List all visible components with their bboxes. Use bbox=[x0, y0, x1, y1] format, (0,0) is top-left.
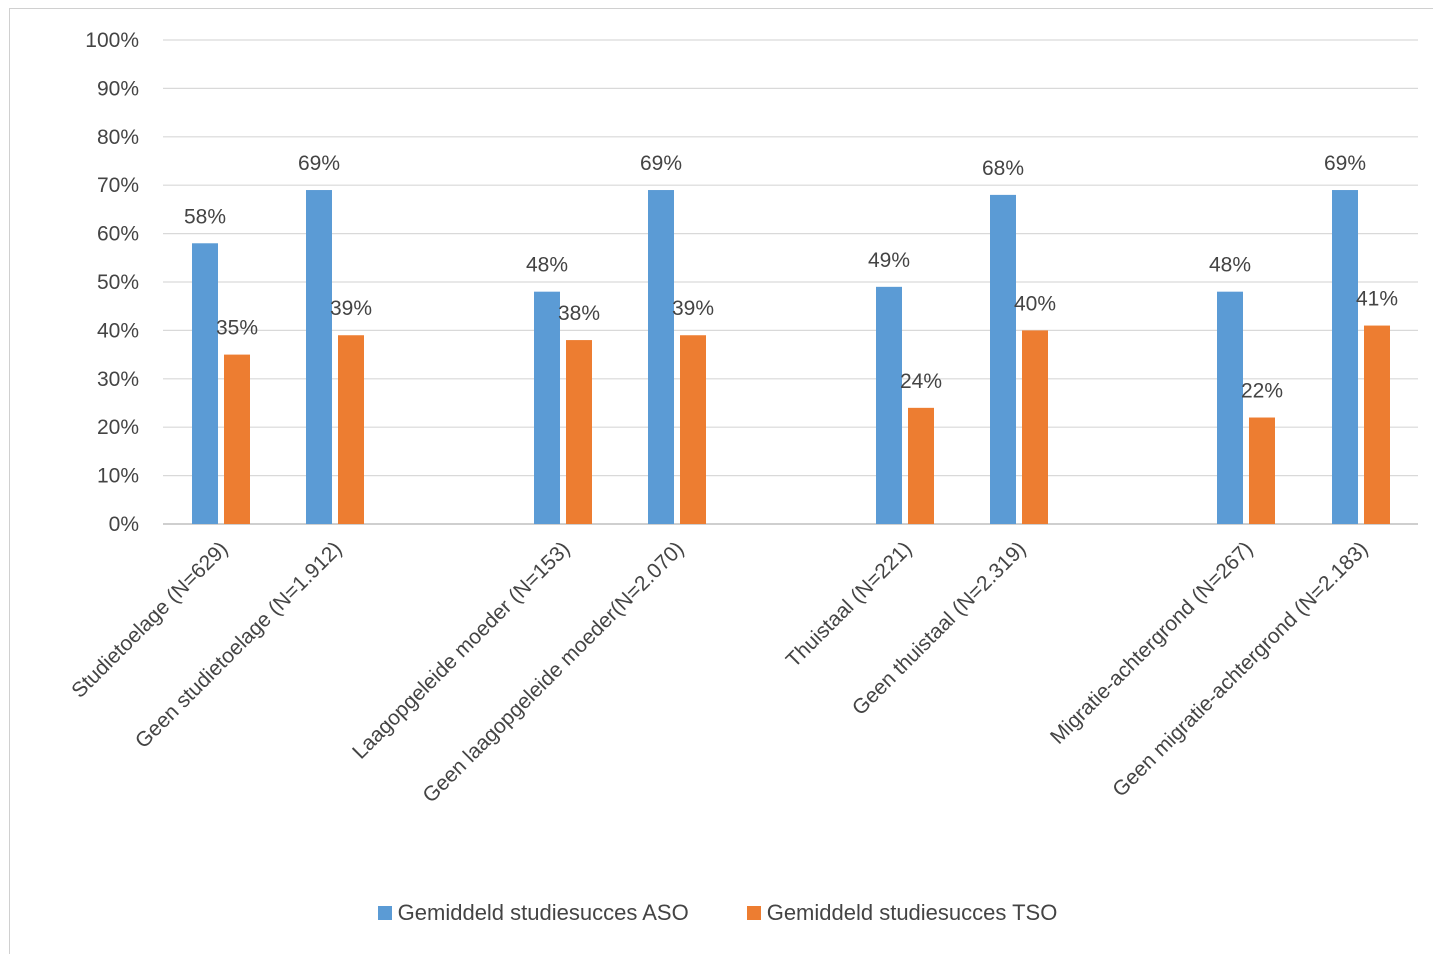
category-label: Migratie-achtergrond (N=267) bbox=[1046, 537, 1257, 748]
y-tick-label: 10% bbox=[97, 465, 139, 488]
bar-tso bbox=[338, 335, 364, 524]
category-label: Thuistaal (N=221) bbox=[782, 537, 917, 672]
data-label-aso: 69% bbox=[298, 152, 340, 175]
bar-tso bbox=[680, 335, 706, 524]
data-label-tso: 39% bbox=[672, 297, 714, 320]
category-label: Geen migratie-achtergrond (N=2.183) bbox=[1108, 537, 1372, 801]
bar-aso bbox=[1217, 291, 1243, 524]
category-label: Geen studietoelage (N=1.912) bbox=[131, 537, 347, 753]
legend-swatch-aso bbox=[377, 906, 392, 920]
y-tick-label: 100% bbox=[85, 29, 139, 52]
bar-tso bbox=[1249, 417, 1275, 524]
data-label-tso: 41% bbox=[1356, 288, 1398, 311]
category-label: Laagopgeleide moeder (N=153) bbox=[348, 537, 574, 763]
bar-tso bbox=[566, 340, 592, 524]
data-label-tso: 24% bbox=[900, 370, 942, 393]
data-label-aso: 69% bbox=[1324, 152, 1366, 175]
y-axis-ticks: 0% 10% 20% 30% 40% 50% 60% 70% 80% 90% 100% bbox=[85, 29, 139, 536]
bar-tso bbox=[224, 354, 250, 524]
bar-aso bbox=[648, 190, 674, 525]
bar-aso bbox=[192, 243, 218, 524]
legend-label-tso: Gemiddeld studiesucces TSO bbox=[766, 900, 1058, 925]
legend-label-aso: Gemiddeld studiesucces ASO bbox=[397, 900, 689, 925]
bar-aso bbox=[306, 190, 332, 525]
legend-item-aso: Gemiddeld studiesucces ASO bbox=[377, 900, 689, 926]
gridlines bbox=[163, 39, 1418, 525]
y-tick-label: 80% bbox=[97, 126, 139, 149]
bar-aso bbox=[1332, 190, 1358, 525]
y-tick-label: 90% bbox=[97, 77, 139, 100]
category-label: Geen laagopgeleide moeder(N=2.070) bbox=[418, 537, 688, 807]
data-label-aso: 58% bbox=[184, 205, 226, 228]
bar-aso bbox=[990, 194, 1016, 524]
data-label-aso: 69% bbox=[640, 152, 682, 175]
bar-tso bbox=[1022, 330, 1048, 524]
data-label-aso: 49% bbox=[868, 249, 910, 272]
data-label-aso: 48% bbox=[526, 254, 568, 277]
data-label-aso: 68% bbox=[982, 157, 1024, 180]
data-label-tso: 40% bbox=[1014, 292, 1056, 315]
data-label-tso: 38% bbox=[558, 302, 600, 325]
bars bbox=[192, 190, 1390, 525]
bar-aso bbox=[876, 286, 902, 524]
bar-chart: 0% 10% 20% 30% 40% 50% 60% 70% 80% 90% 100% 58% 35%… bbox=[67, 29, 1418, 807]
bar-tso bbox=[1364, 325, 1390, 524]
legend-item-tso: Gemiddeld studiesucces TSO bbox=[746, 900, 1058, 926]
bar-tso bbox=[908, 407, 934, 524]
y-tick-label: 70% bbox=[97, 174, 139, 197]
y-tick-label: 20% bbox=[97, 416, 139, 439]
y-tick-label: 0% bbox=[109, 513, 139, 536]
data-label-tso: 22% bbox=[1241, 380, 1283, 403]
y-tick-label: 40% bbox=[97, 319, 139, 342]
legend: Gemiddeld studiesucces ASO Gemiddeld stu… bbox=[0, 900, 1435, 926]
data-label-tso: 35% bbox=[216, 317, 258, 340]
bar-aso bbox=[534, 291, 560, 524]
y-tick-label: 50% bbox=[97, 271, 139, 294]
category-labels: Studietoelage (N=629)Geen studietoelage … bbox=[67, 537, 1372, 807]
data-labels: 58% 35% 69% 39% 48% 38% 69% 39% 49% 24% 68% 40% 48% 2… bbox=[184, 152, 1398, 402]
y-tick-label: 30% bbox=[97, 368, 139, 391]
y-tick-label: 60% bbox=[97, 223, 139, 246]
legend-swatch-tso bbox=[746, 906, 761, 920]
data-label-aso: 48% bbox=[1209, 254, 1251, 277]
chart-frame bbox=[9, 8, 1433, 954]
data-label-tso: 39% bbox=[330, 297, 372, 320]
